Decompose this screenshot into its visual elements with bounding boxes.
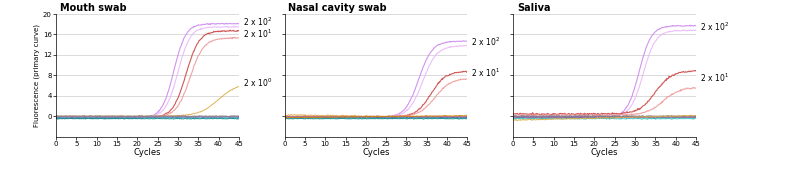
Text: Saliva: Saliva (517, 3, 550, 13)
X-axis label: Cycles: Cycles (134, 148, 161, 157)
Text: 2 x 10$^1$: 2 x 10$^1$ (471, 66, 500, 79)
Text: 2 x 10$^1$: 2 x 10$^1$ (700, 72, 729, 84)
X-axis label: Cycles: Cycles (591, 148, 618, 157)
Text: Mouth swab: Mouth swab (60, 3, 126, 13)
Text: Nasal cavity swab: Nasal cavity swab (288, 3, 387, 13)
X-axis label: Cycles: Cycles (362, 148, 390, 157)
Y-axis label: Fluorescence (primary curve): Fluorescence (primary curve) (34, 24, 40, 127)
Text: 2 x 10$^2$: 2 x 10$^2$ (471, 36, 500, 48)
Text: 2 x 10$^2$: 2 x 10$^2$ (242, 15, 271, 28)
Text: 2 x 10$^0$: 2 x 10$^0$ (242, 77, 272, 89)
Text: 2 x 10$^1$: 2 x 10$^1$ (242, 27, 271, 40)
Text: 2 x 10$^2$: 2 x 10$^2$ (700, 20, 729, 33)
